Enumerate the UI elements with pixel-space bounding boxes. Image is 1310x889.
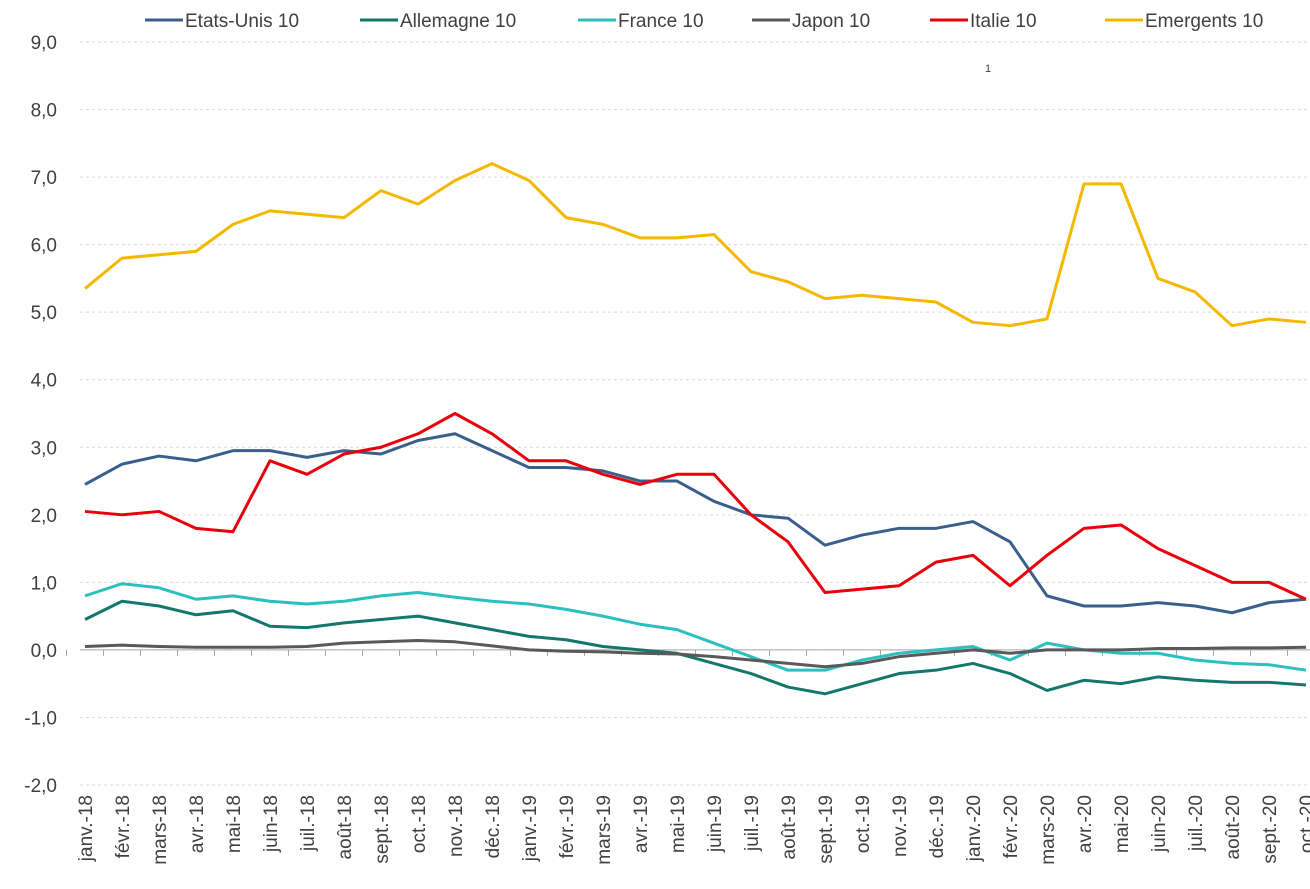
legend-label: Japon 10 — [792, 11, 870, 32]
x-tick-label: oct.-19 — [853, 795, 874, 853]
y-tick-label: 0,0 — [31, 641, 57, 662]
x-tick-label: mars-19 — [594, 795, 615, 865]
y-tick-label: -2,0 — [24, 776, 57, 797]
legend-label: France 10 — [618, 11, 704, 32]
x-tick-label: nov.-19 — [890, 795, 911, 857]
x-tick-label: mai-20 — [1112, 795, 1133, 853]
y-tick-label: 6,0 — [31, 236, 57, 257]
x-tick-label: oct.-20 — [1297, 795, 1310, 853]
x-tick-label: août-19 — [779, 795, 800, 859]
x-tick-label: juil.-18 — [298, 795, 319, 852]
x-tick-label: janv.-19 — [520, 795, 541, 862]
y-tick-label: 9,0 — [31, 33, 57, 54]
x-tick-label: avr.-19 — [631, 795, 652, 853]
x-tick-label: sept.-20 — [1260, 795, 1281, 864]
x-tick-label: juin-19 — [705, 795, 726, 853]
x-tick-label: sept.-18 — [372, 795, 393, 864]
series-line — [84, 162, 1307, 328]
series-line — [84, 582, 1307, 672]
x-tick-label: janv.-18 — [76, 795, 97, 862]
x-tick-label: févr.-18 — [113, 795, 134, 858]
legend-label: Italie 10 — [970, 11, 1037, 32]
x-tick-label: août-18 — [335, 795, 356, 859]
y-tick-label: 7,0 — [31, 168, 57, 189]
y-tick-label: 1,0 — [31, 573, 57, 594]
x-tick-label: mai-18 — [224, 795, 245, 853]
x-tick-label: mai-19 — [668, 795, 689, 853]
x-tick-label: févr.-19 — [557, 795, 578, 858]
x-tick-label: oct.-18 — [409, 795, 430, 853]
series-line — [84, 599, 1307, 696]
x-tick-label: déc.-19 — [927, 795, 948, 858]
y-tick-label: 2,0 — [31, 506, 57, 527]
series-line — [84, 638, 1307, 669]
x-tick-label: avr.-20 — [1075, 795, 1096, 853]
x-tick-label: juil.-20 — [1186, 795, 1207, 852]
x-tick-label: déc.-18 — [483, 795, 504, 858]
annotation: 1 — [985, 63, 991, 75]
legend-label: Etats-Unis 10 — [185, 11, 299, 32]
legend-label: Emergents 10 — [1145, 11, 1263, 32]
series-line — [84, 412, 1307, 601]
y-tick-label: 4,0 — [31, 371, 57, 392]
x-tick-label: juin-18 — [261, 795, 282, 853]
y-tick-label: -1,0 — [24, 708, 57, 729]
x-tick-label: janv.-20 — [964, 795, 985, 862]
series-line — [84, 432, 1307, 615]
y-tick-label: 3,0 — [31, 438, 57, 459]
x-tick-label: juil.-19 — [742, 795, 763, 852]
x-tick-label: mars-20 — [1038, 795, 1059, 865]
x-tick-label: août-20 — [1223, 795, 1244, 859]
x-tick-label: févr.-20 — [1001, 795, 1022, 858]
legend-label: Allemagne 10 — [400, 11, 516, 32]
x-tick-label: sept.-19 — [816, 795, 837, 864]
x-tick-label: avr.-18 — [187, 795, 208, 853]
y-tick-label: 5,0 — [31, 303, 57, 324]
x-tick-label: mars-18 — [150, 795, 171, 865]
x-tick-label: nov.-18 — [446, 795, 467, 857]
y-tick-label: 8,0 — [31, 101, 57, 122]
x-tick-label: juin-20 — [1149, 795, 1170, 853]
